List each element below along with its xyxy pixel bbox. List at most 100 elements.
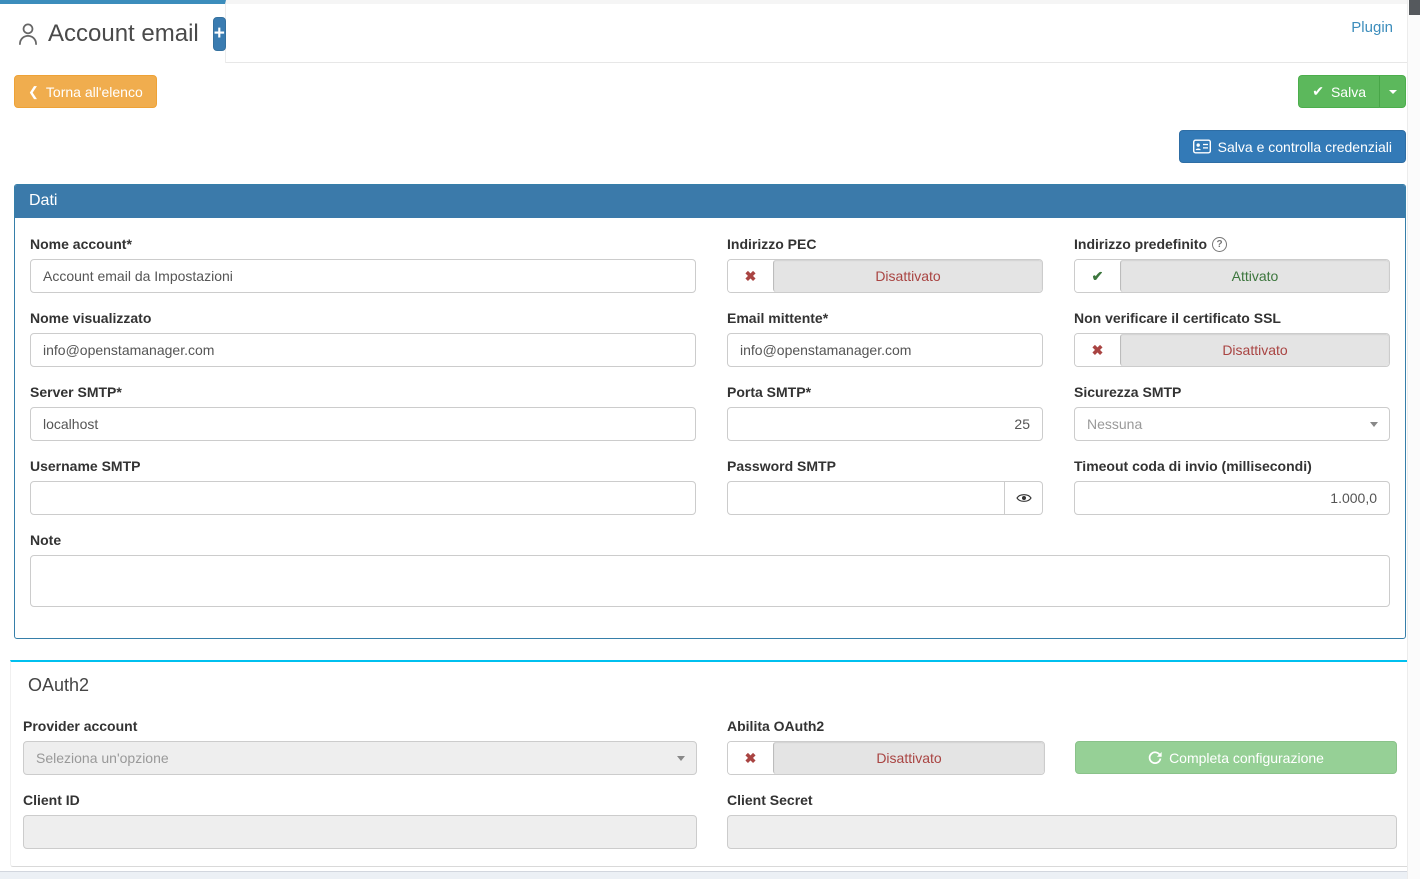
check-icon: ✔ xyxy=(1312,83,1324,99)
indirizzo-pec-state: Disattivato xyxy=(773,260,1042,292)
provider-account-selected: Seleziona un'opzione xyxy=(36,750,169,766)
caret-down-icon xyxy=(1388,89,1397,94)
completa-configurazione-button[interactable]: Completa configurazione xyxy=(1075,741,1397,774)
server-smtp-label: Server SMTP* xyxy=(30,384,122,400)
save-button[interactable]: ✔ Salva xyxy=(1298,75,1379,108)
field-client-secret: Client Secret xyxy=(727,792,1397,849)
toolbar-row-1: ❮ Torna all'elenco ✔ Salva xyxy=(0,63,1420,108)
indirizzo-pec-toggle[interactable]: ✖ Disattivato xyxy=(727,259,1043,293)
show-password-button[interactable] xyxy=(1005,481,1043,515)
field-username-smtp: Username SMTP xyxy=(30,458,696,515)
ssl-state: Disattivato xyxy=(1120,334,1389,366)
nome-visualizzato-input[interactable] xyxy=(30,333,696,367)
abilita-oauth2-toggle[interactable]: ✖ Disattivato xyxy=(727,741,1045,775)
oauth2-title: OAuth2 xyxy=(28,675,90,695)
refresh-icon xyxy=(1148,750,1162,765)
email-mittente-input[interactable] xyxy=(727,333,1043,367)
client-id-input[interactable] xyxy=(23,815,697,849)
password-smtp-label: Password SMTP xyxy=(727,458,836,474)
field-nome-account: Nome account* xyxy=(30,236,696,293)
back-to-list-button[interactable]: ❮ Torna all'elenco xyxy=(14,75,157,108)
timeout-input[interactable] xyxy=(1074,481,1390,515)
field-sicurezza-smtp: Sicurezza SMTP Nessuna xyxy=(1074,384,1390,441)
ssl-toggle[interactable]: ✖ Disattivato xyxy=(1074,333,1390,367)
field-indirizzo-predefinito: Indirizzo predefinito ? ✔ Attivato xyxy=(1074,236,1390,293)
vertical-scrollbar[interactable] xyxy=(1407,0,1420,879)
sicurezza-smtp-label: Sicurezza SMTP xyxy=(1074,384,1182,400)
x-icon: ✖ xyxy=(728,260,773,292)
username-smtp-label: Username SMTP xyxy=(30,458,141,474)
field-note: Note xyxy=(30,532,1390,610)
field-server-smtp: Server SMTP* xyxy=(30,384,696,441)
field-porta-smtp: Porta SMTP* xyxy=(727,384,1043,441)
plus-icon: + xyxy=(213,22,225,44)
scrollbar-thumb[interactable] xyxy=(1409,0,1420,15)
nome-account-input[interactable] xyxy=(30,259,696,293)
save-and-check-credentials-button[interactable]: Salva e controlla credenziali xyxy=(1178,130,1406,163)
save-and-check-credentials-label: Salva e controlla credenziali xyxy=(1217,138,1392,155)
client-secret-input[interactable] xyxy=(727,815,1397,849)
porta-smtp-input[interactable] xyxy=(727,407,1043,441)
note-label: Note xyxy=(30,532,62,548)
indirizzo-predefinito-toggle[interactable]: ✔ Attivato xyxy=(1074,259,1390,293)
oauth2-box: OAuth2 Provider account Seleziona un'opz… xyxy=(10,660,1410,867)
email-mittente-label: Email mittente* xyxy=(727,310,829,326)
x-icon: ✖ xyxy=(1075,334,1120,366)
client-id-label: Client ID xyxy=(23,792,80,808)
timeout-label: Timeout coda di invio (millisecondi) xyxy=(1074,458,1312,474)
page-title: Account email xyxy=(48,19,199,47)
dati-panel-header: Dati xyxy=(15,185,1405,218)
porta-smtp-label: Porta SMTP* xyxy=(727,384,812,400)
indirizzo-predefinito-state: Attivato xyxy=(1120,260,1389,292)
page-background-strip xyxy=(0,871,1407,879)
chevron-down-icon xyxy=(677,756,685,761)
add-account-button[interactable]: + xyxy=(212,16,226,51)
tab-account-email[interactable]: Account email + xyxy=(0,0,226,63)
indirizzo-predefinito-label: Indirizzo predefinito xyxy=(1074,236,1207,252)
eye-icon xyxy=(1015,492,1032,504)
completa-configurazione-label: Completa configurazione xyxy=(1169,749,1324,766)
save-label: Salva xyxy=(1330,83,1366,100)
field-abilita-oauth2: Abilita OAuth2 ✖ Disattivato xyxy=(727,718,1045,775)
field-indirizzo-pec: Indirizzo PEC ✖ Disattivato xyxy=(727,236,1043,293)
field-client-id: Client ID xyxy=(23,792,697,849)
password-smtp-input[interactable] xyxy=(727,481,1005,515)
x-icon: ✖ xyxy=(728,742,773,774)
dati-panel-body: Nome account* Indirizzo PEC ✖ Disattivat… xyxy=(15,218,1405,638)
save-dropdown-toggle[interactable] xyxy=(1379,75,1406,108)
field-password-smtp: Password SMTP xyxy=(727,458,1043,515)
field-timeout: Timeout coda di invio (millisecondi) xyxy=(1074,458,1390,515)
user-icon xyxy=(17,22,39,46)
help-icon[interactable]: ? xyxy=(1212,236,1227,252)
sicurezza-smtp-selected: Nessuna xyxy=(1087,416,1143,432)
save-split-button: ✔ Salva xyxy=(1298,75,1406,108)
field-nome-visualizzato: Nome visualizzato xyxy=(30,310,696,367)
provider-account-label: Provider account xyxy=(23,718,138,734)
abilita-oauth2-state: Disattivato xyxy=(773,742,1044,774)
back-to-list-label: Torna all'elenco xyxy=(45,83,143,100)
ssl-label: Non verificare il certificato SSL xyxy=(1074,310,1281,326)
tab-bar-strip xyxy=(226,0,1407,4)
abilita-oauth2-label: Abilita OAuth2 xyxy=(727,718,825,734)
chevron-left-icon: ❮ xyxy=(28,83,39,99)
check-icon: ✔ xyxy=(1075,260,1120,292)
field-provider-account: Provider account Seleziona un'opzione xyxy=(23,718,697,775)
plugin-link[interactable]: Plugin xyxy=(1351,19,1393,36)
sicurezza-smtp-select[interactable]: Nessuna xyxy=(1074,407,1390,441)
username-smtp-input[interactable] xyxy=(30,481,696,515)
server-smtp-input[interactable] xyxy=(30,407,696,441)
note-textarea[interactable] xyxy=(30,555,1390,607)
provider-account-select[interactable]: Seleziona un'opzione xyxy=(23,741,697,775)
field-email-mittente: Email mittente* xyxy=(727,310,1043,367)
field-completa-configurazione: Completa configurazione xyxy=(1075,718,1397,775)
client-secret-label: Client Secret xyxy=(727,792,813,808)
nome-visualizzato-label: Nome visualizzato xyxy=(30,310,152,326)
toolbar-row-2: Salva e controlla credenziali xyxy=(0,108,1420,163)
chevron-down-icon xyxy=(1370,422,1378,427)
field-ssl: Non verificare il certificato SSL ✖ Disa… xyxy=(1074,310,1390,367)
indirizzo-pec-label: Indirizzo PEC xyxy=(727,236,817,252)
tab-bar: Account email + Plugin xyxy=(0,0,1420,63)
label-spacer xyxy=(1075,718,1397,741)
dati-panel: Dati Nome account* Indirizzo PEC ✖ Disat… xyxy=(14,184,1406,639)
address-card-icon xyxy=(1192,139,1211,154)
